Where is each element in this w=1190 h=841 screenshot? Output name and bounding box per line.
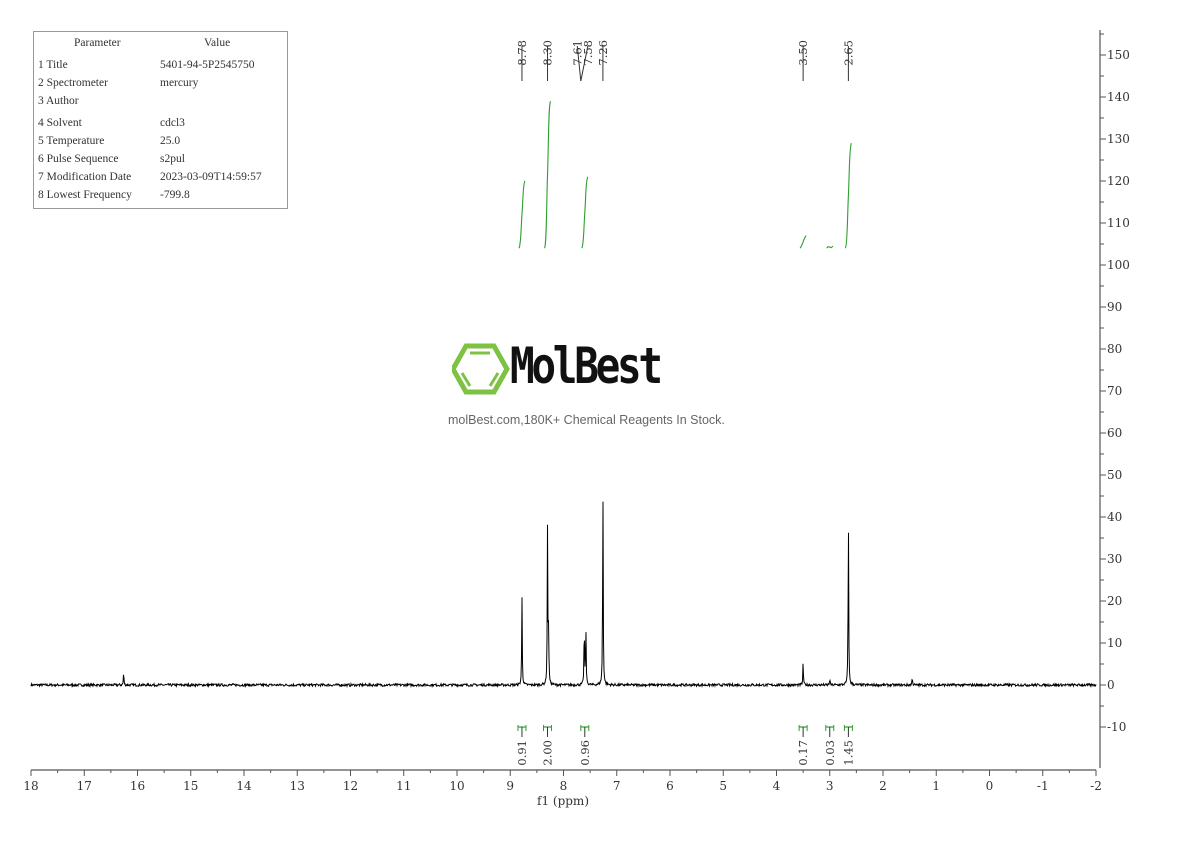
x-axis-label: f1 (ppm) — [537, 794, 589, 808]
y-tick-label: 40 — [1107, 510, 1122, 524]
integral-marker — [843, 725, 853, 737]
benzene-logo-icon — [450, 343, 510, 395]
param-header: Parameter — [74, 37, 121, 49]
watermark-tagline: molBest.com,180K+ Chemical Reagents In S… — [448, 413, 725, 427]
integral-marker — [580, 725, 590, 737]
y-tick-label: 50 — [1107, 468, 1122, 482]
x-tick-label: 0 — [986, 779, 994, 793]
y-tick-label: 30 — [1107, 552, 1122, 566]
y-tick-label: 20 — [1107, 594, 1122, 608]
y-tick-label: 60 — [1107, 426, 1122, 440]
x-tick-label: 1 — [932, 779, 940, 793]
x-tick-label: 10 — [449, 779, 464, 793]
peak-leader-line — [580, 45, 589, 82]
x-tick-label: 8 — [560, 779, 568, 793]
y-tick-label: 110 — [1107, 216, 1130, 230]
integral-marker — [517, 725, 527, 737]
integral-value: 2.00 — [541, 740, 555, 766]
y-tick-label: 150 — [1107, 48, 1130, 62]
integral-marker — [543, 725, 553, 737]
x-tick-label: 2 — [879, 779, 887, 793]
y-tick-label: 140 — [1107, 90, 1130, 104]
x-tick-label: 14 — [236, 779, 252, 793]
param-value: 2023-03-09T14:59:57 — [160, 171, 262, 183]
x-tick-label: 9 — [506, 779, 514, 793]
param-value: -799.8 — [160, 189, 190, 201]
x-tick-label: 4 — [773, 779, 781, 793]
y-tick-label: 100 — [1107, 258, 1130, 272]
param-value: mercury — [160, 77, 199, 89]
molbest-logo: MolBest — [450, 337, 672, 399]
x-tick-label: -1 — [1037, 779, 1049, 793]
param-name: 1 Title — [38, 59, 68, 71]
x-tick-label: 5 — [719, 779, 727, 793]
x-tick-label: 15 — [183, 779, 198, 793]
brand-name: MolBest — [510, 337, 663, 395]
param-name: 3 Author — [38, 95, 79, 107]
integral-value: 0.03 — [823, 740, 837, 766]
peak-label: 7.58 — [580, 40, 595, 82]
peak-leader-line — [576, 45, 582, 82]
param-value: 25.0 — [160, 135, 181, 147]
integral-curve — [799, 235, 807, 249]
param-name: 8 Lowest Frequency — [38, 189, 132, 201]
param-name: 6 Pulse Sequence — [38, 153, 119, 165]
spectrum-line — [30, 501, 1097, 689]
peak-label: 8.30 — [541, 40, 555, 81]
y-tick-label: 130 — [1107, 132, 1130, 146]
x-tick-label: 11 — [396, 779, 411, 793]
integral-value: 0.91 — [515, 740, 529, 766]
integral-curve — [581, 176, 589, 249]
y-tick-label: 120 — [1107, 174, 1130, 188]
y-tick-label: -10 — [1107, 720, 1126, 734]
integral-marker — [825, 725, 835, 737]
param-name: 5 Temperature — [38, 135, 105, 147]
y-tick-label: 90 — [1107, 300, 1122, 314]
integral-marker — [798, 725, 808, 737]
param-value: 5401-94-5P2545750 — [160, 59, 255, 71]
y-tick-label: 10 — [1107, 636, 1122, 650]
integral-curve — [543, 100, 552, 249]
x-tick-label: 7 — [613, 779, 621, 793]
integral-value: 1.45 — [841, 740, 855, 766]
parameter-table: Parameter Value 1 Title 5401-94-5P2545750… — [33, 31, 288, 209]
integral-value: 0.96 — [578, 740, 592, 766]
x-tick-label: 3 — [826, 779, 834, 793]
peak-label-text: 7.61 — [570, 40, 584, 66]
integral-curve — [518, 180, 526, 249]
param-name: 4 Solvent — [38, 117, 82, 129]
peak-label-text: 7.58 — [581, 40, 595, 66]
y-tick-label: 0 — [1107, 678, 1115, 692]
value-header: Value — [204, 37, 231, 49]
peak-label: 8.78 — [515, 40, 529, 81]
x-tick-label: 16 — [130, 779, 145, 793]
x-tick-label: 12 — [343, 779, 358, 793]
peak-label: 7.26 — [596, 40, 610, 81]
peak-label: 3.50 — [796, 40, 810, 81]
integral-curve — [826, 245, 834, 249]
param-name: 2 Spectrometer — [38, 77, 108, 89]
x-tick-label: -2 — [1090, 779, 1102, 793]
param-value: cdcl3 — [160, 117, 185, 129]
x-tick-label: 13 — [290, 779, 305, 793]
x-tick-label: 17 — [77, 779, 92, 793]
peak-label: 7.61 — [570, 40, 584, 82]
peak-label: 2.65 — [841, 40, 855, 81]
param-value: s2pul — [160, 153, 185, 165]
y-tick-label: 80 — [1107, 342, 1122, 356]
integral-curve — [844, 142, 852, 249]
x-tick-label: 18 — [23, 779, 38, 793]
y-tick-label: 70 — [1107, 384, 1122, 398]
x-tick-label: 6 — [666, 779, 674, 793]
param-name: 7 Modification Date — [38, 171, 132, 183]
integral-value: 0.17 — [796, 740, 810, 766]
